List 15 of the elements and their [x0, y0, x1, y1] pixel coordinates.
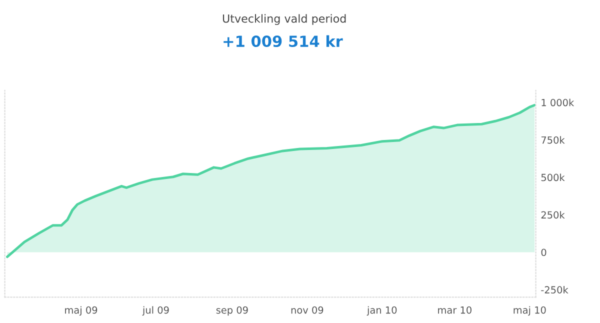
y-tick-label: 500k	[541, 174, 565, 182]
chart-subtitle: +1 009 514 kr	[224, 35, 343, 48]
x-tick-label: sep 09	[216, 306, 248, 316]
y-tick-label: 250k	[541, 211, 565, 219]
y-tick-label: 1 000k	[542, 98, 574, 106]
x-tick-label: mar 10	[438, 306, 472, 314]
x-tick-label: jul 09	[142, 306, 169, 316]
x-tick-label: nov 09	[291, 306, 324, 314]
x-tick-label: jan 10	[366, 306, 397, 316]
y-tick-label: -250k	[541, 286, 568, 294]
y-tick-label: 750k	[541, 136, 565, 144]
x-tick-label: maj 09	[65, 306, 98, 316]
x-tick-label: maj 10	[514, 306, 546, 316]
chart-title: Utveckling vald period	[222, 14, 346, 25]
y-tick-label: 0	[541, 248, 546, 256]
